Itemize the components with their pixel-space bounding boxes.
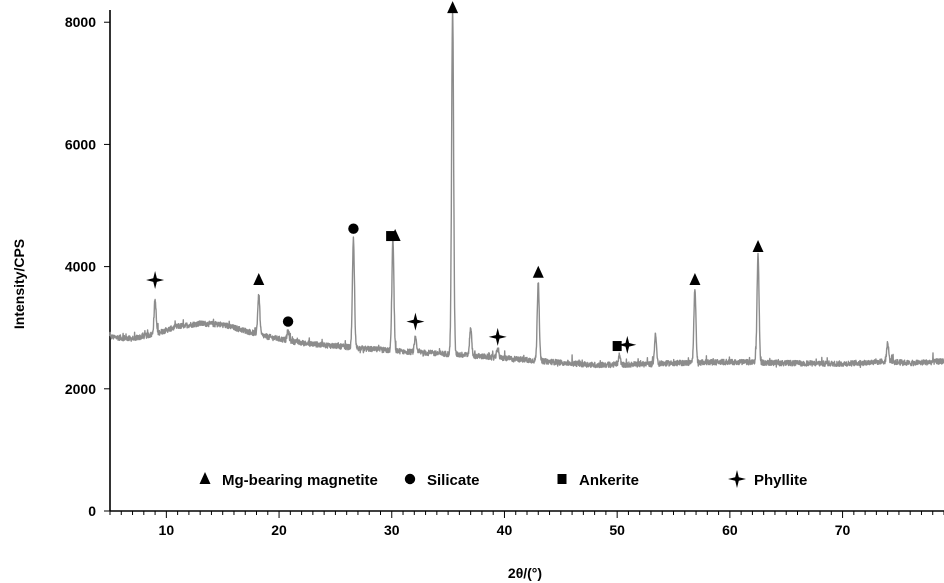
legend-label: Phyllite [754, 472, 807, 489]
star-peak-marker [618, 335, 637, 354]
triangle-peak-marker [532, 265, 544, 278]
square-peak-marker [386, 231, 396, 242]
circle-peak-marker [282, 316, 294, 327]
y-tick-label: 0 [88, 503, 96, 519]
triangle-peak-marker [253, 273, 265, 286]
y-tick-label: 8000 [65, 14, 96, 30]
circle-peak-marker [348, 223, 359, 234]
axes: 10 20 30 40 50 60 70 0 2000 4000 6000 8000 [65, 10, 944, 538]
triangle-peak-marker [389, 229, 401, 242]
legend-label: Ankerite [579, 472, 639, 489]
x-tick-label: 40 [497, 522, 513, 538]
legend-label: Mg-bearing magnetite [222, 472, 378, 489]
y-axis-title: Intensity/CPS [11, 239, 27, 329]
x-tick-label: 30 [384, 522, 400, 538]
square-peak-marker [612, 341, 622, 352]
triangle-peak-marker [689, 273, 701, 286]
y-tick-label: 6000 [65, 136, 96, 152]
x-tick-label: 60 [722, 522, 738, 538]
triangle-peak-marker [447, 1, 459, 14]
legend: Mg-bearing magnetite Silicate Ankerite Phyl… [199, 470, 807, 489]
y-tick-label: 4000 [65, 259, 96, 275]
x-tick-label: 50 [609, 522, 625, 538]
x-tick-label: 10 [159, 522, 175, 538]
star-peak-marker [146, 271, 165, 290]
star-peak-marker [406, 312, 425, 331]
square-legend-icon [557, 474, 567, 484]
triangle-legend-icon [199, 472, 211, 484]
triangle-peak-marker [752, 240, 764, 253]
y-tick-label: 2000 [65, 381, 96, 397]
star-legend-icon [728, 470, 746, 488]
x-axis-title: 2θ/(°) [508, 565, 542, 581]
x-tick-label: 70 [835, 522, 851, 538]
phase-markers [146, 1, 764, 354]
x-tick-label: 20 [271, 522, 287, 538]
legend-label: Silicate [427, 472, 480, 489]
circle-legend-icon [404, 473, 416, 485]
xrd-pattern-line [109, 10, 944, 369]
star-peak-marker [488, 327, 507, 346]
